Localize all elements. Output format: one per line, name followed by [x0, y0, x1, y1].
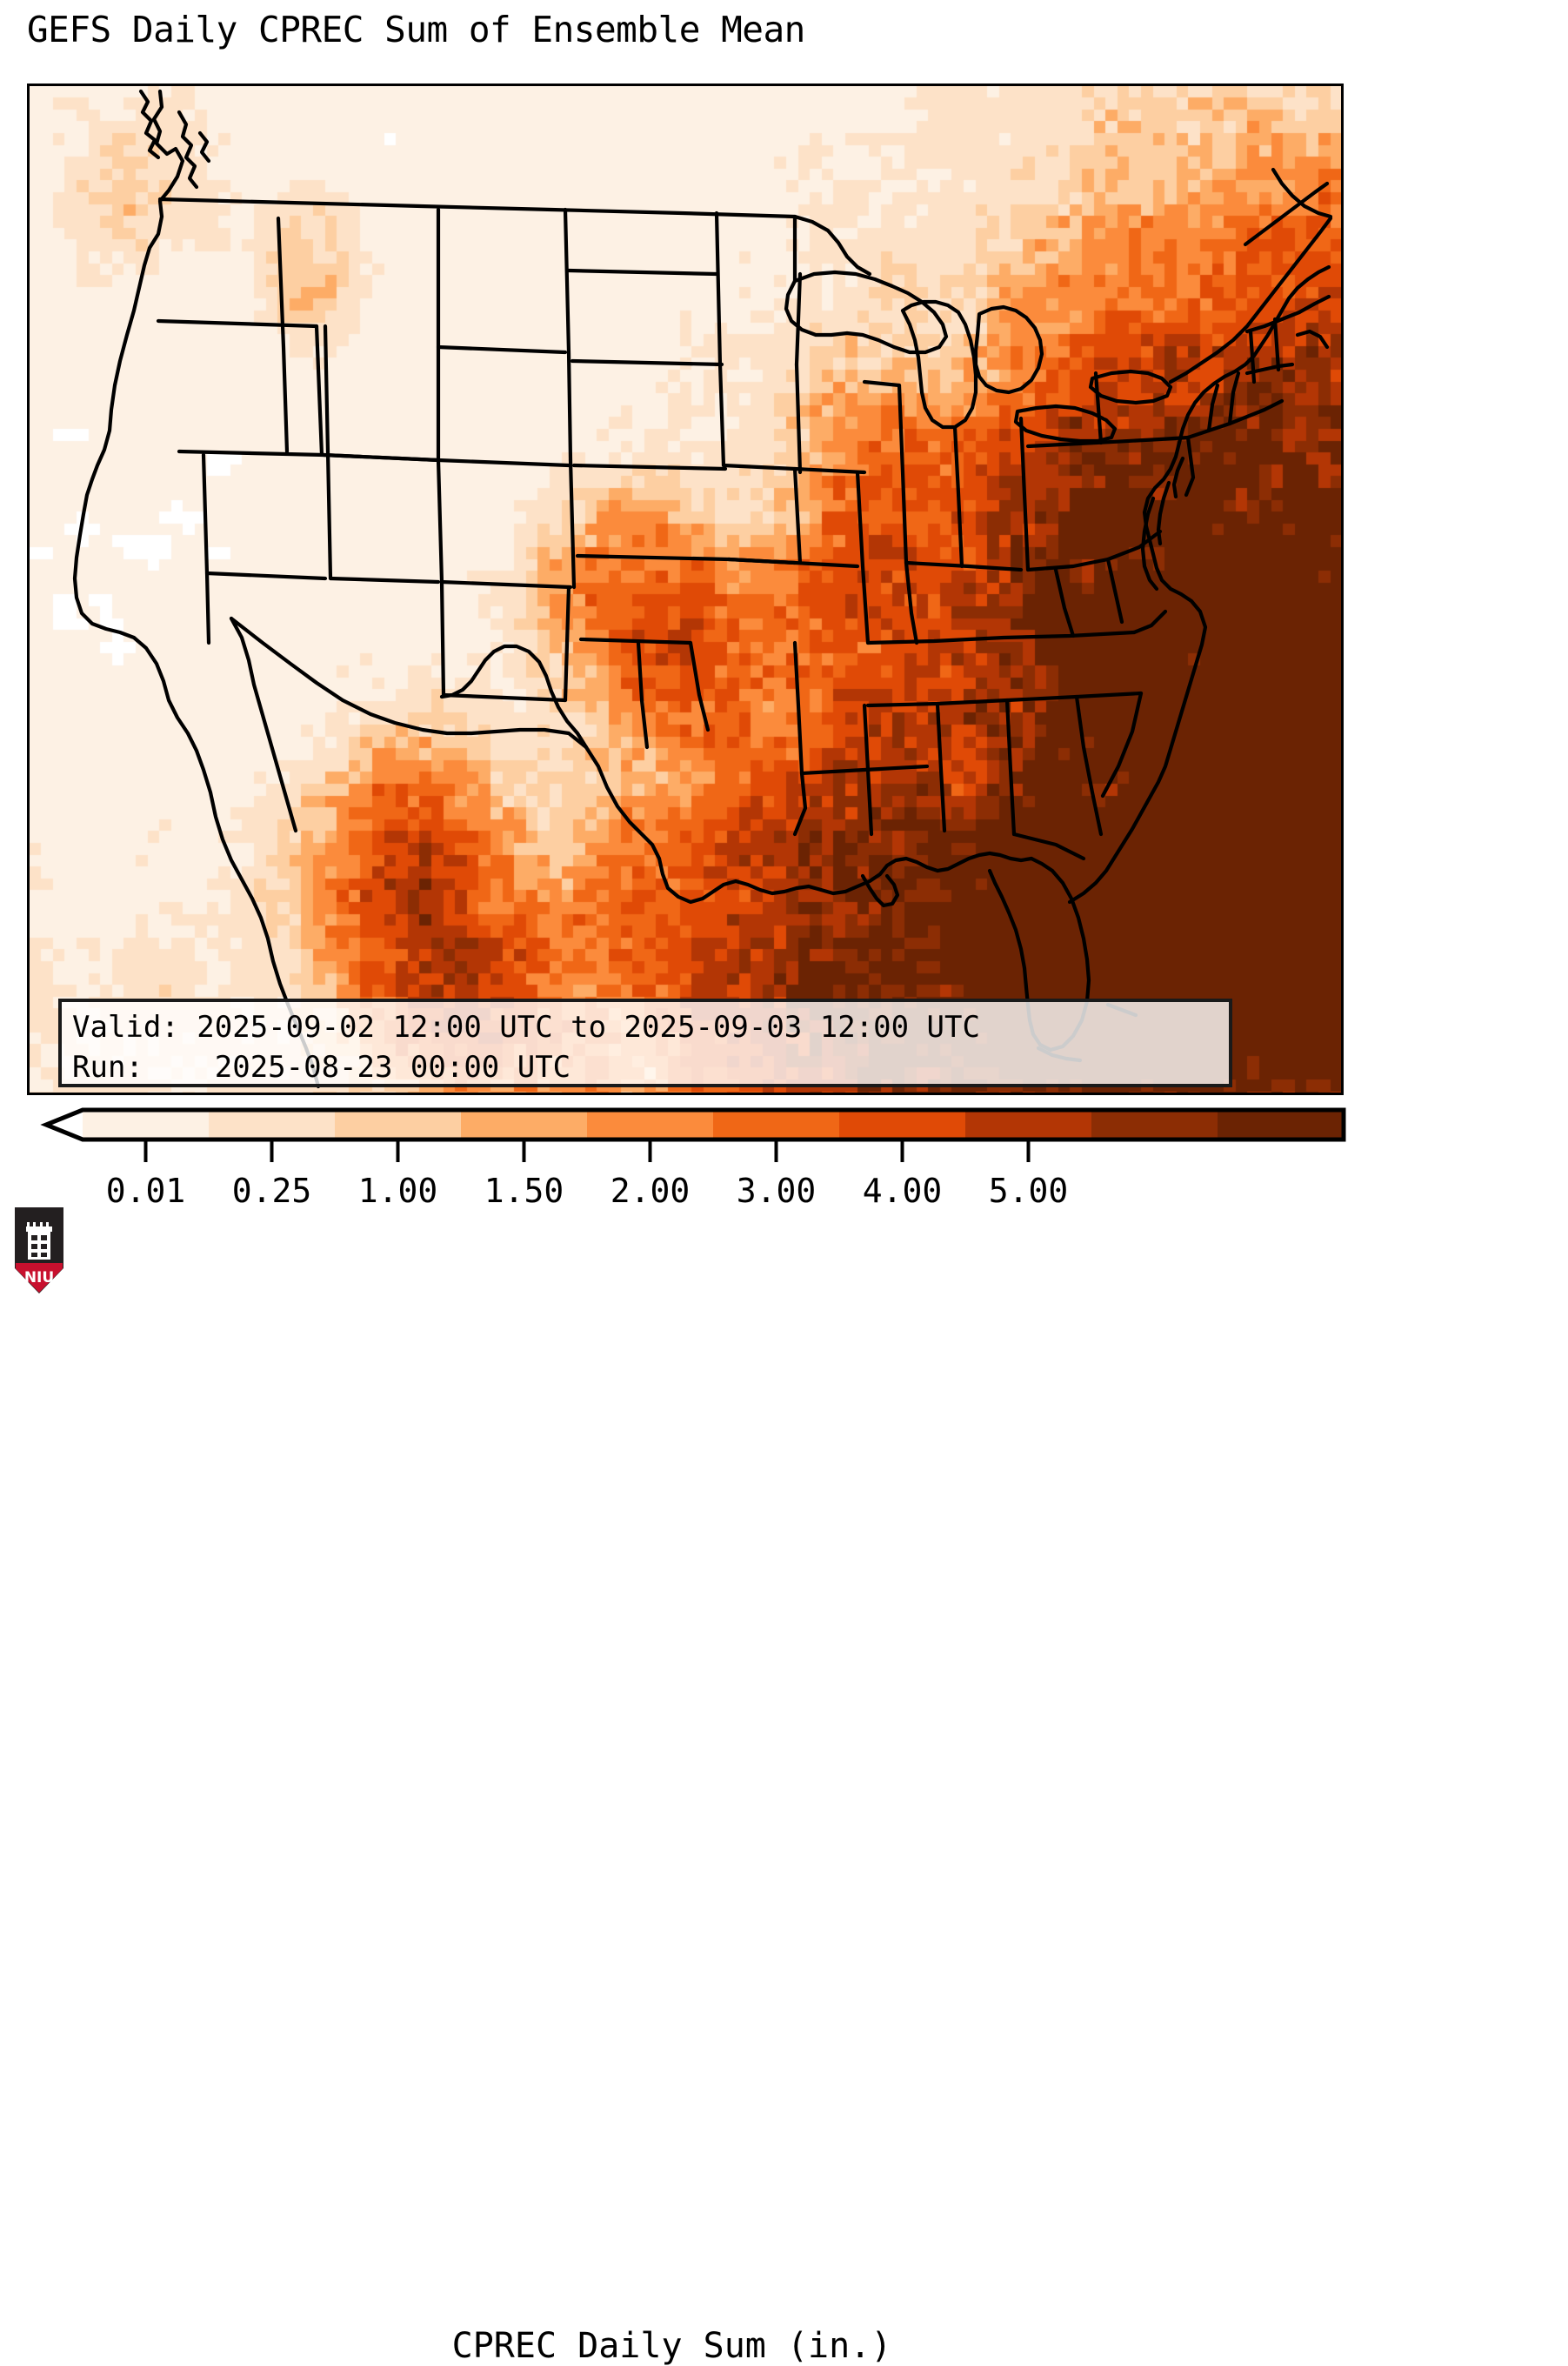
colorbar-segment	[1091, 1110, 1218, 1140]
colorbar-tick-label: 0.25	[232, 1172, 312, 1210]
colorbar-tick-label: 1.50	[484, 1172, 564, 1210]
colorbar-ticks	[143, 1140, 1031, 1162]
annotation-run-line: Run: 2025-08-23 00:00 UTC	[72, 1050, 571, 1085]
colorbar-segment	[713, 1110, 840, 1140]
precipitation-raster	[30, 86, 1341, 1093]
colorbar-svg: 0.01 0.25 1.00 1.50 2.00 3.00 4.00 5.00	[40, 1107, 1346, 1210]
colorbar-tick-label: 5.00	[989, 1172, 1069, 1210]
colorbar-segment	[587, 1110, 714, 1140]
colorbar-segment	[209, 1110, 336, 1140]
niu-logo: NIU	[15, 1207, 63, 1293]
page-title: GEFS Daily CPREC Sum of Ensemble Mean	[27, 9, 805, 50]
colorbar-tick-label: 0.01	[106, 1172, 186, 1210]
colorbar-segment	[83, 1110, 210, 1140]
colorbar-segment	[1218, 1110, 1344, 1140]
colorbar-segment	[965, 1110, 1092, 1140]
colorbar-extend-min	[46, 1110, 83, 1140]
colorbar-tick-label: 1.00	[358, 1172, 438, 1210]
valid-run-annotation: Valid: 2025-09-02 12:00 UTC to 2025-09-0…	[58, 999, 1232, 1087]
colorbar: 0.01 0.25 1.00 1.50 2.00 3.00 4.00 5.00 CPREC D…	[0, 1098, 1568, 2366]
colorbar-tick-label: 3.00	[737, 1172, 817, 1210]
colorbar-tick-label: 4.00	[863, 1172, 943, 1210]
colorbar-swatches	[40, 1107, 1346, 1142]
colorbar-tick-labels: 0.01 0.25 1.00 1.50 2.00 3.00 4.00 5.00	[106, 1172, 1069, 1210]
niu-logo-text: NIU	[24, 1269, 54, 1287]
colorbar-segment	[335, 1110, 462, 1140]
colorbar-tick-label: 2.00	[611, 1172, 691, 1210]
colorbar-segment	[839, 1110, 966, 1140]
colorbar-segment	[461, 1110, 588, 1140]
annotation-valid-line: Valid: 2025-09-02 12:00 UTC to 2025-09-0…	[72, 1010, 980, 1045]
colorbar-label: CPREC Daily Sum (in.)	[451, 2326, 892, 2366]
precipitation-map: Valid: 2025-09-02 12:00 UTC to 2025-09-0…	[27, 84, 1344, 1095]
